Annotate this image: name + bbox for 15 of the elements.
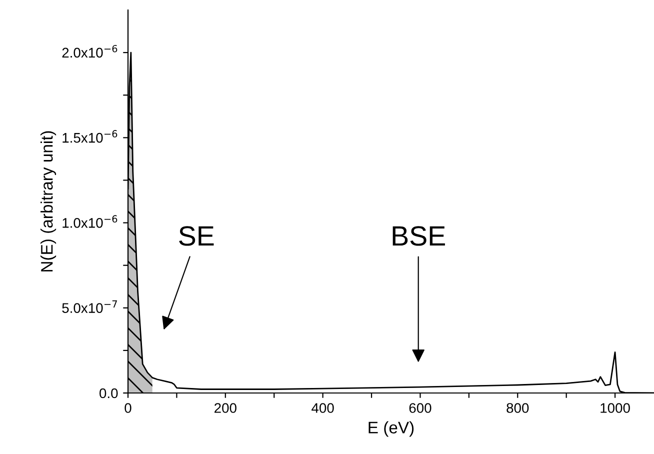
y-axis-title: N(E) (arbitrary unit) xyxy=(40,131,56,272)
y-tick-label: 5.0x10$^{−7}$ xyxy=(62,300,117,313)
x-tick-label: 200 xyxy=(214,403,236,413)
x-axis-title: E (eV) xyxy=(368,421,414,437)
y-tick-label: 1.0x10$^{−6}$ xyxy=(62,215,118,228)
x-tick-label: 400 xyxy=(312,403,334,413)
y-tick-label: 2.0x10$^{−6}$ xyxy=(62,44,118,58)
y-tick-label: 0.0 xyxy=(100,388,118,398)
x-tick-label: 600 xyxy=(409,403,432,413)
x-tick-label: 0 xyxy=(124,403,132,413)
y-tick-label: 1.5x10$^{−6}$ xyxy=(62,130,118,143)
annotation: BSE xyxy=(392,226,445,246)
annotation: SE xyxy=(179,226,214,246)
x-tick-label: 1000 xyxy=(600,403,630,413)
x-tick-label: 800 xyxy=(506,403,529,413)
